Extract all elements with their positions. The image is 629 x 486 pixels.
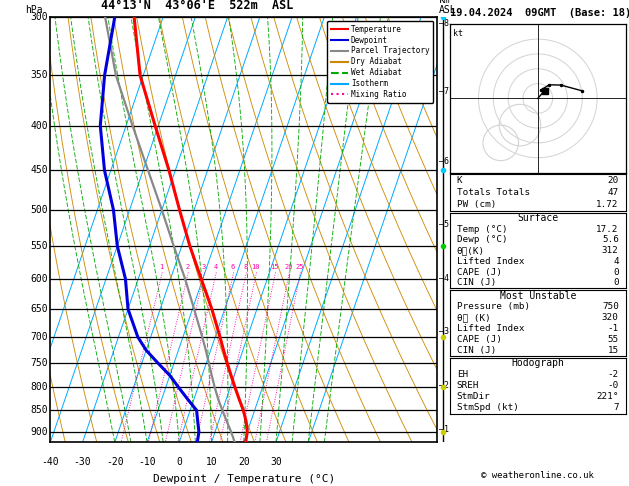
Text: 320: 320 (602, 313, 619, 322)
Text: 900: 900 (31, 427, 48, 437)
Text: –6: –6 (439, 157, 449, 166)
Text: -10: -10 (138, 457, 156, 467)
Text: 600: 600 (31, 274, 48, 284)
Text: -2: -2 (608, 370, 619, 379)
Text: Lifted Index: Lifted Index (457, 257, 525, 266)
Text: CIN (J): CIN (J) (457, 346, 496, 355)
Text: 350: 350 (31, 70, 48, 80)
Text: 55: 55 (608, 335, 619, 344)
Text: PW (cm): PW (cm) (457, 200, 496, 209)
Text: 450: 450 (31, 165, 48, 175)
Text: -1: -1 (608, 324, 619, 333)
Text: 0: 0 (613, 278, 619, 287)
Text: 17.2: 17.2 (596, 225, 619, 233)
Text: 0: 0 (613, 268, 619, 277)
Text: -30: -30 (74, 457, 91, 467)
Text: 4: 4 (213, 264, 218, 270)
Text: StmSpd (kt): StmSpd (kt) (457, 403, 519, 413)
Text: 5.6: 5.6 (602, 235, 619, 244)
Text: 650: 650 (31, 304, 48, 314)
Text: 6: 6 (230, 264, 235, 270)
Text: CAPE (J): CAPE (J) (457, 335, 502, 344)
Text: 750: 750 (602, 302, 619, 311)
Text: Mixing Ratio  (g/kg): Mixing Ratio (g/kg) (454, 171, 464, 288)
Text: 25: 25 (295, 264, 304, 270)
Text: Temp (°C): Temp (°C) (457, 225, 508, 233)
Text: 550: 550 (31, 241, 48, 251)
Text: θᴇ (K): θᴇ (K) (457, 313, 491, 322)
Text: Hodograph: Hodograph (511, 358, 564, 368)
Text: 10: 10 (251, 264, 260, 270)
Text: 221°: 221° (596, 392, 619, 401)
Text: 800: 800 (31, 382, 48, 392)
Text: km
ASL: km ASL (439, 0, 457, 15)
Text: 15: 15 (270, 264, 279, 270)
Text: CIN (J): CIN (J) (457, 278, 496, 287)
Text: 750: 750 (31, 358, 48, 368)
Text: –7: –7 (439, 87, 449, 96)
Text: 700: 700 (31, 332, 48, 342)
Text: 44°13'N  43°06'E  522m  ASL: 44°13'N 43°06'E 522m ASL (101, 0, 294, 12)
Text: StmDir: StmDir (457, 392, 491, 401)
Text: 20: 20 (238, 457, 250, 467)
Text: CAPE (J): CAPE (J) (457, 268, 502, 277)
Text: –3: –3 (439, 327, 449, 336)
Text: hPa: hPa (25, 5, 43, 15)
Text: kt: kt (454, 29, 463, 38)
Text: 312: 312 (602, 246, 619, 255)
Text: 0: 0 (176, 457, 182, 467)
Text: 8: 8 (243, 264, 247, 270)
Text: -40: -40 (42, 457, 59, 467)
Text: 7: 7 (613, 403, 619, 413)
Text: © weatheronline.co.uk: © weatheronline.co.uk (481, 470, 594, 480)
Text: Totals Totals: Totals Totals (457, 188, 530, 197)
Text: 4: 4 (613, 257, 619, 266)
Text: 1.72: 1.72 (596, 200, 619, 209)
Text: 10: 10 (206, 457, 218, 467)
Text: –4: –4 (439, 274, 449, 283)
Text: Dewp (°C): Dewp (°C) (457, 235, 508, 244)
Text: 47: 47 (608, 188, 619, 197)
Text: Pressure (mb): Pressure (mb) (457, 302, 530, 311)
Text: Dewpoint / Temperature (°C): Dewpoint / Temperature (°C) (153, 474, 335, 484)
Text: 30: 30 (270, 457, 282, 467)
Text: –1: –1 (439, 425, 449, 434)
Text: 1: 1 (159, 264, 164, 270)
Text: Surface: Surface (517, 213, 559, 223)
Text: EH: EH (457, 370, 468, 379)
Text: 500: 500 (31, 205, 48, 215)
Text: 3: 3 (201, 264, 206, 270)
Text: 15: 15 (608, 346, 619, 355)
Text: 20: 20 (284, 264, 292, 270)
Text: -20: -20 (106, 457, 124, 467)
Text: Lifted Index: Lifted Index (457, 324, 525, 333)
Text: SREH: SREH (457, 381, 479, 390)
Text: 300: 300 (31, 12, 48, 22)
Text: Most Unstable: Most Unstable (499, 291, 576, 301)
Text: 850: 850 (31, 405, 48, 416)
Text: -0: -0 (608, 381, 619, 390)
Text: 400: 400 (31, 121, 48, 131)
Text: –5: –5 (439, 220, 449, 229)
Text: θᴇ(K): θᴇ(K) (457, 246, 485, 255)
Text: –2.CL: –2.CL (439, 381, 464, 390)
Legend: Temperature, Dewpoint, Parcel Trajectory, Dry Adiabat, Wet Adiabat, Isotherm, Mi: Temperature, Dewpoint, Parcel Trajectory… (327, 21, 433, 103)
Text: K: K (457, 176, 462, 185)
Text: –8: –8 (439, 19, 449, 28)
Text: 2: 2 (185, 264, 189, 270)
Text: 20: 20 (608, 176, 619, 185)
Text: 19.04.2024  09GMT  (Base: 18): 19.04.2024 09GMT (Base: 18) (450, 8, 629, 18)
